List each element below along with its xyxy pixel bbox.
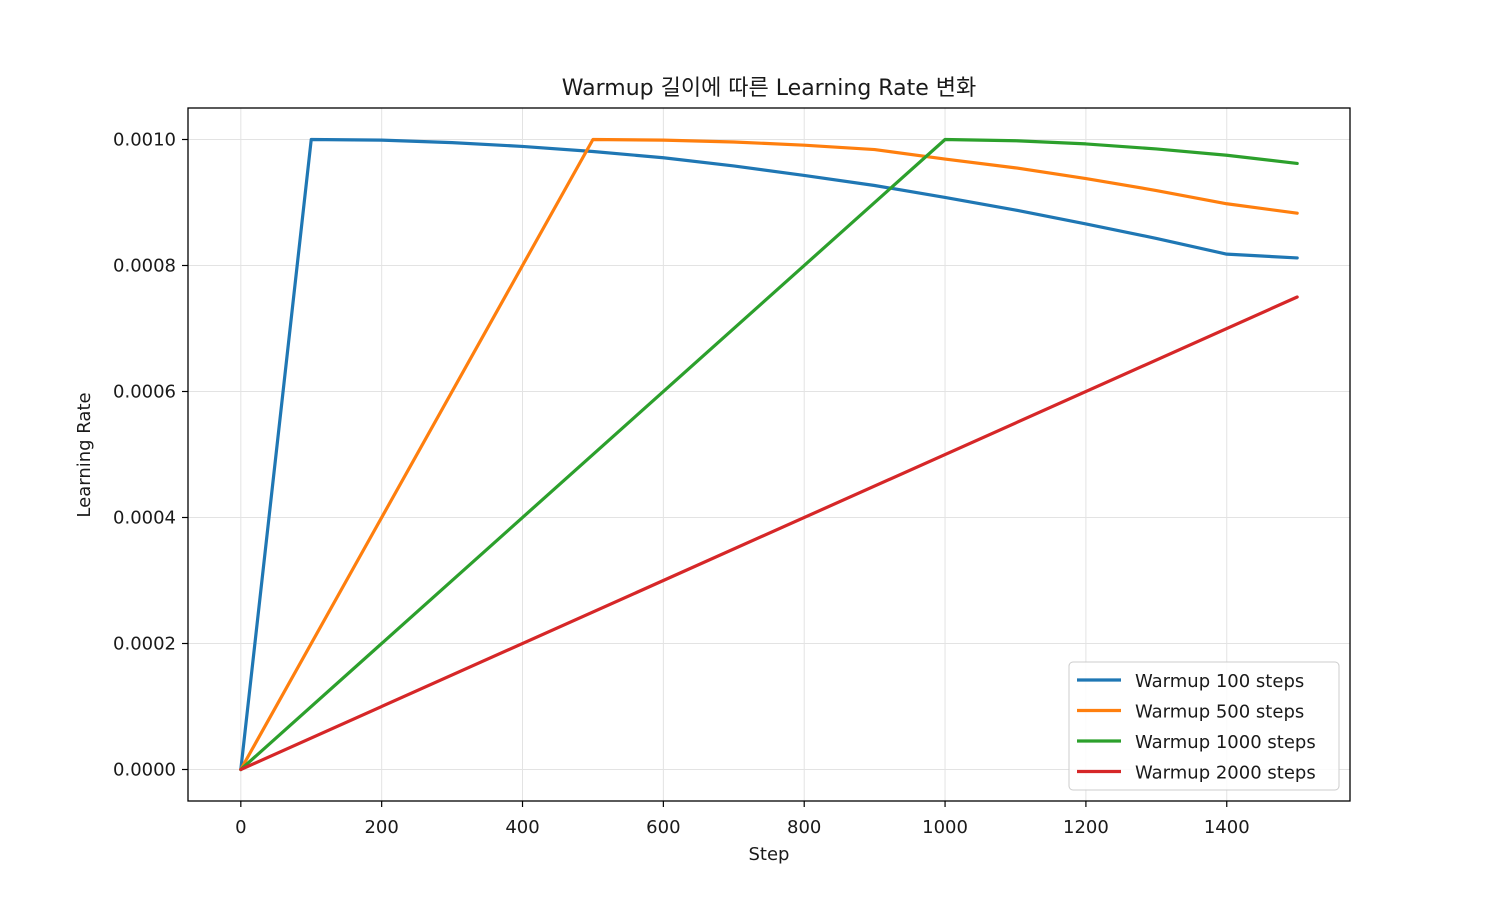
y-axis-ticks: 0.0000 0.0002 0.0004 0.0006 0.0008 0.0010 xyxy=(113,130,188,781)
grid xyxy=(188,108,1350,801)
series-lines xyxy=(239,137,1299,772)
y-axis-label: Learning Rate xyxy=(74,392,95,517)
x-tick-label: 800 xyxy=(787,817,821,838)
x-tick-label: 0 xyxy=(235,817,246,838)
x-tick-label: 600 xyxy=(646,817,680,838)
series-line-2 xyxy=(239,137,1299,772)
legend: Warmup 100 steps Warmup 500 steps Warmup 1… xyxy=(1068,661,1340,791)
legend-label: Warmup 2000 steps xyxy=(1135,763,1316,784)
series-line-1 xyxy=(239,137,1299,772)
x-axis-ticks: 0 200 400 600 800 1000 1200 1400 xyxy=(235,801,1250,838)
x-tick-label: 400 xyxy=(505,817,539,838)
y-tick-label: 0.0002 xyxy=(113,634,176,655)
x-tick-label: 200 xyxy=(364,817,398,838)
x-axis-label: Step xyxy=(749,844,790,865)
x-tick-label: 1400 xyxy=(1204,817,1250,838)
x-tick-label: 1000 xyxy=(922,817,968,838)
legend-box xyxy=(1068,661,1340,791)
y-tick-label: 0.0010 xyxy=(113,130,176,151)
legend-label: Warmup 1000 steps xyxy=(1135,732,1316,753)
x-tick-label: 1200 xyxy=(1063,817,1109,838)
legend-label: Warmup 100 steps xyxy=(1135,671,1304,692)
y-tick-label: 0.0000 xyxy=(113,760,176,781)
y-tick-label: 0.0004 xyxy=(113,508,176,529)
y-tick-label: 0.0008 xyxy=(113,256,176,277)
chart-title: Warmup 길이에 따른 Learning Rate 변화 xyxy=(562,76,976,101)
series-line-3 xyxy=(239,137,1299,772)
series-line-4 xyxy=(239,295,1299,772)
plot-frame xyxy=(187,107,1351,802)
y-tick-label: 0.0006 xyxy=(113,382,176,403)
legend-label: Warmup 500 steps xyxy=(1135,702,1304,723)
